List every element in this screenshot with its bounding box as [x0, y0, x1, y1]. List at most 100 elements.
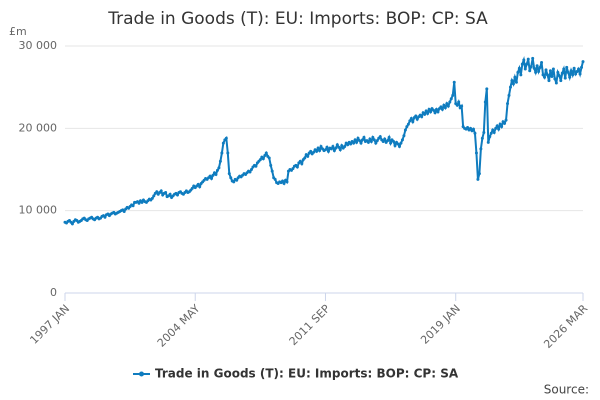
point [264, 151, 268, 155]
x-tick-label: 2026 MAR [541, 302, 590, 351]
point [525, 62, 529, 66]
point [489, 131, 493, 135]
point [504, 118, 508, 122]
legend-label: Trade in Goods (T): EU: Imports: BOP: CP… [155, 367, 459, 381]
point [267, 156, 271, 160]
point [565, 65, 569, 69]
point [263, 154, 267, 158]
point [503, 121, 507, 125]
point [359, 141, 363, 145]
point [343, 144, 347, 148]
point [544, 68, 548, 72]
point [439, 105, 443, 109]
point [300, 162, 304, 166]
point [335, 143, 339, 147]
point [334, 146, 338, 150]
x-tick-label: 2011 SEP [287, 302, 333, 348]
point [535, 64, 539, 68]
y-tick-label: 20 000 [19, 121, 58, 134]
point [122, 209, 126, 213]
point [70, 222, 74, 226]
point [577, 67, 581, 71]
point [337, 145, 341, 149]
point [386, 139, 390, 143]
point [356, 136, 360, 140]
point [451, 93, 455, 97]
point [508, 85, 512, 89]
point [291, 167, 295, 171]
point [369, 140, 373, 144]
point [547, 79, 551, 83]
point [360, 138, 364, 142]
point [520, 62, 524, 66]
point [338, 148, 342, 152]
point [563, 76, 567, 80]
point [346, 143, 350, 147]
point [198, 185, 202, 189]
y-tick-label: 0 [50, 286, 57, 299]
point [506, 102, 510, 106]
point [556, 70, 560, 74]
point [424, 109, 428, 113]
point [455, 103, 459, 107]
point [248, 170, 252, 174]
point [494, 126, 498, 130]
point [403, 128, 407, 132]
point [190, 186, 194, 190]
point [349, 142, 353, 146]
point [423, 112, 427, 116]
point [486, 140, 490, 144]
point [474, 151, 478, 155]
y-tick-label: 10 000 [19, 204, 58, 217]
point [210, 177, 214, 181]
point [446, 104, 450, 108]
point [427, 107, 431, 111]
point [355, 140, 359, 144]
point [329, 147, 333, 151]
point [532, 66, 536, 70]
point [566, 70, 570, 74]
point [553, 77, 557, 81]
point [400, 138, 404, 142]
point [554, 81, 558, 85]
point [477, 172, 481, 176]
point [411, 120, 415, 124]
point [372, 138, 376, 142]
point [352, 141, 356, 145]
point [270, 169, 274, 173]
x-tick-label: 1997 JAN [27, 302, 72, 347]
y-unit: £m [9, 25, 27, 38]
point [440, 107, 444, 111]
point [443, 106, 447, 110]
point [215, 168, 219, 172]
point [574, 72, 578, 76]
point [406, 122, 410, 126]
point [485, 87, 489, 91]
point [214, 172, 218, 176]
point [507, 93, 511, 97]
point [495, 124, 499, 128]
point [491, 128, 495, 132]
point [415, 117, 419, 121]
point [396, 142, 400, 146]
point [517, 66, 521, 70]
point [560, 71, 564, 75]
point [381, 140, 385, 144]
point [483, 100, 487, 104]
point [420, 115, 424, 119]
point [285, 180, 289, 184]
legend-marker [139, 371, 144, 377]
point [175, 193, 179, 197]
point [211, 173, 215, 177]
point [519, 73, 523, 77]
point [229, 176, 233, 180]
point [471, 127, 475, 131]
point [557, 74, 561, 78]
point [273, 177, 277, 181]
point [168, 192, 172, 196]
point [511, 82, 515, 86]
point [353, 138, 357, 142]
point [303, 156, 307, 160]
point [155, 190, 159, 194]
point [473, 131, 477, 135]
